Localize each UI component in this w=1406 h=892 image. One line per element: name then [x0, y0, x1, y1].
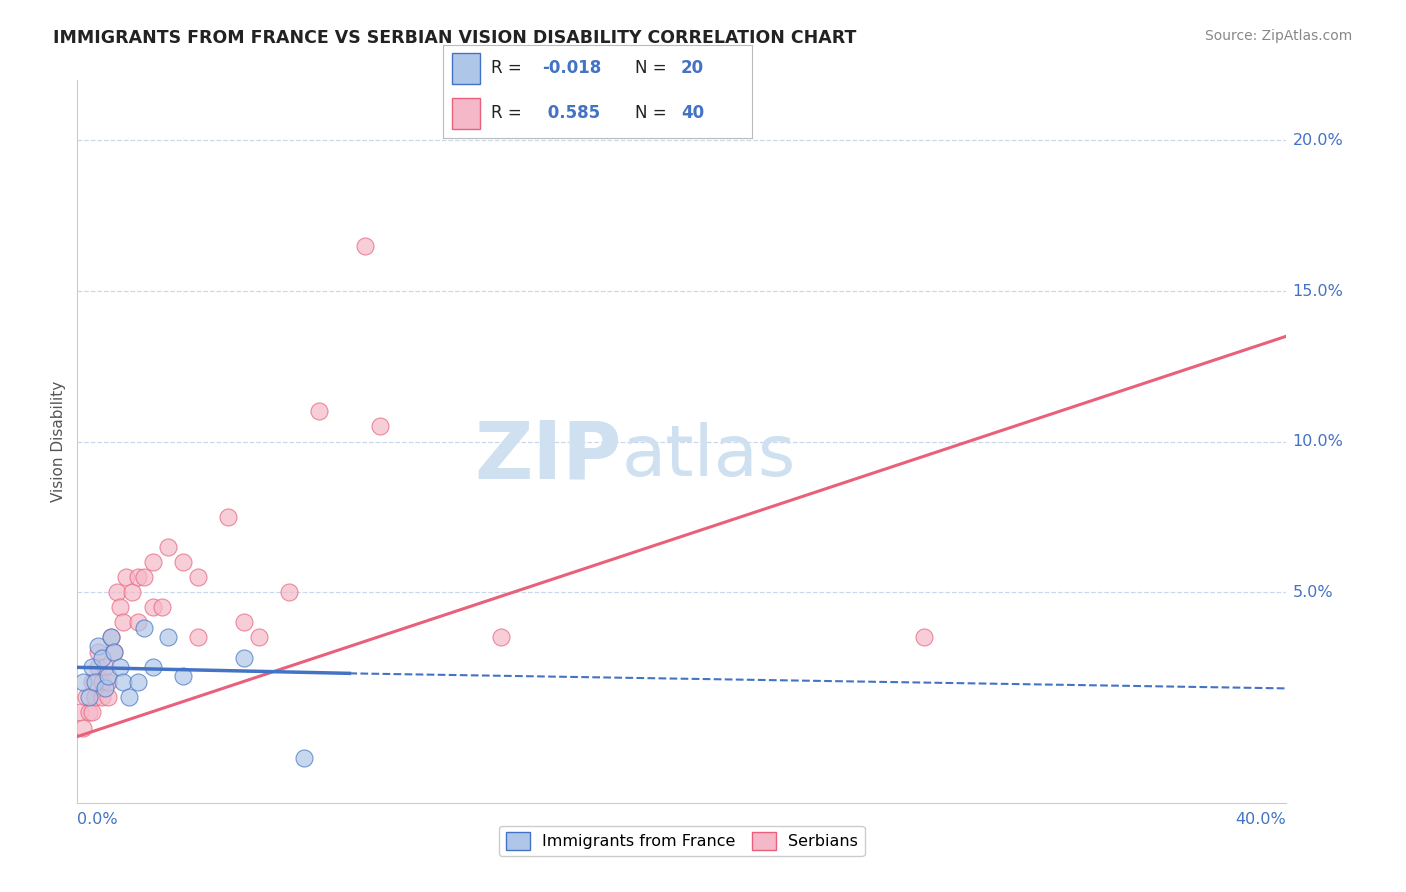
- Point: [90, 675, 112, 690]
- Point: [157, 630, 180, 644]
- Legend: Immigrants from France, Serbians: Immigrants from France, Serbians: [499, 826, 865, 856]
- Point: [150, 600, 173, 615]
- Point: [79, 706, 101, 720]
- Text: ZIP: ZIP: [474, 417, 621, 496]
- Point: [127, 570, 149, 584]
- Point: [308, 404, 330, 418]
- Point: [353, 239, 375, 253]
- Point: [247, 630, 270, 644]
- Bar: [453, 98, 479, 129]
- Point: [100, 630, 122, 644]
- Point: [87, 639, 110, 653]
- Point: [121, 585, 143, 599]
- Point: [93, 660, 115, 674]
- Text: IMMIGRANTS FROM FRANCE VS SERBIAN VISION DISABILITY CORRELATION CHART: IMMIGRANTS FROM FRANCE VS SERBIAN VISION…: [53, 29, 856, 46]
- Point: [84, 675, 107, 690]
- Point: [96, 675, 118, 690]
- Text: Source: ZipAtlas.com: Source: ZipAtlas.com: [1205, 29, 1353, 43]
- Text: N =: N =: [634, 60, 666, 78]
- Point: [72, 675, 94, 690]
- Text: 20: 20: [681, 60, 704, 78]
- Point: [118, 690, 141, 705]
- Point: [87, 645, 110, 659]
- Point: [82, 675, 104, 690]
- Point: [278, 585, 301, 599]
- Text: 5.0%: 5.0%: [1292, 584, 1333, 599]
- Y-axis label: Vision Disability: Vision Disability: [51, 381, 66, 502]
- Point: [489, 630, 512, 644]
- Text: -0.018: -0.018: [541, 60, 602, 78]
- Point: [172, 669, 194, 683]
- Point: [103, 645, 125, 659]
- Text: atlas: atlas: [621, 422, 796, 491]
- Point: [172, 555, 194, 569]
- Point: [93, 681, 115, 696]
- Point: [127, 615, 149, 630]
- Point: [82, 660, 104, 674]
- Point: [75, 690, 97, 705]
- Point: [90, 651, 112, 665]
- Point: [232, 615, 254, 630]
- Point: [292, 750, 315, 764]
- Point: [187, 570, 209, 584]
- Point: [912, 630, 935, 644]
- Point: [111, 615, 134, 630]
- Point: [218, 509, 240, 524]
- Point: [132, 570, 155, 584]
- Point: [69, 706, 91, 720]
- Bar: [453, 53, 479, 84]
- Point: [72, 721, 94, 735]
- Text: 0.585: 0.585: [541, 104, 600, 122]
- Point: [132, 621, 155, 635]
- Point: [100, 630, 122, 644]
- Point: [127, 675, 149, 690]
- Point: [84, 690, 107, 705]
- Point: [96, 690, 118, 705]
- Point: [105, 585, 128, 599]
- Text: 0.0%: 0.0%: [77, 812, 118, 827]
- Point: [87, 660, 110, 674]
- Text: N =: N =: [634, 104, 666, 122]
- Point: [368, 419, 391, 434]
- Text: R =: R =: [491, 60, 522, 78]
- Text: R =: R =: [491, 104, 522, 122]
- Point: [96, 669, 118, 683]
- Point: [187, 630, 209, 644]
- Text: 40: 40: [681, 104, 704, 122]
- Point: [82, 706, 104, 720]
- Point: [142, 555, 165, 569]
- Point: [142, 660, 165, 674]
- Text: 20.0%: 20.0%: [1292, 133, 1343, 148]
- Text: 10.0%: 10.0%: [1292, 434, 1343, 449]
- Point: [103, 645, 125, 659]
- Point: [157, 540, 180, 554]
- Text: 15.0%: 15.0%: [1292, 284, 1343, 299]
- Point: [108, 660, 131, 674]
- Point: [232, 651, 254, 665]
- Text: 40.0%: 40.0%: [1236, 812, 1286, 827]
- Point: [79, 690, 101, 705]
- Point: [114, 570, 136, 584]
- Point: [142, 600, 165, 615]
- Point: [111, 675, 134, 690]
- Point: [90, 690, 112, 705]
- Point: [108, 600, 131, 615]
